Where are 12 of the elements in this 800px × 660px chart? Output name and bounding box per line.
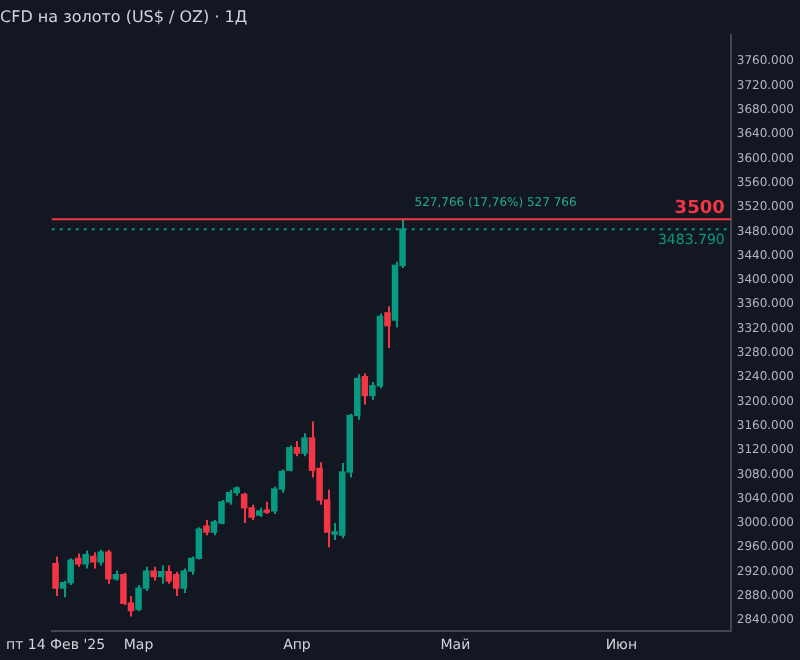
candlestick — [105, 548, 112, 585]
candlestick — [240, 491, 248, 525]
candlestick — [172, 570, 180, 597]
candlestick — [384, 305, 391, 350]
candlestick — [82, 549, 89, 570]
ref-line-label: 3500 — [674, 198, 725, 219]
candlestick — [157, 564, 165, 585]
candlestick — [52, 555, 59, 597]
candlestick — [361, 372, 369, 406]
chart-title: CFD на золото (US$ / OZ) · 1Д — [0, 7, 248, 26]
candlestick — [165, 564, 172, 585]
candlestick — [301, 432, 308, 458]
